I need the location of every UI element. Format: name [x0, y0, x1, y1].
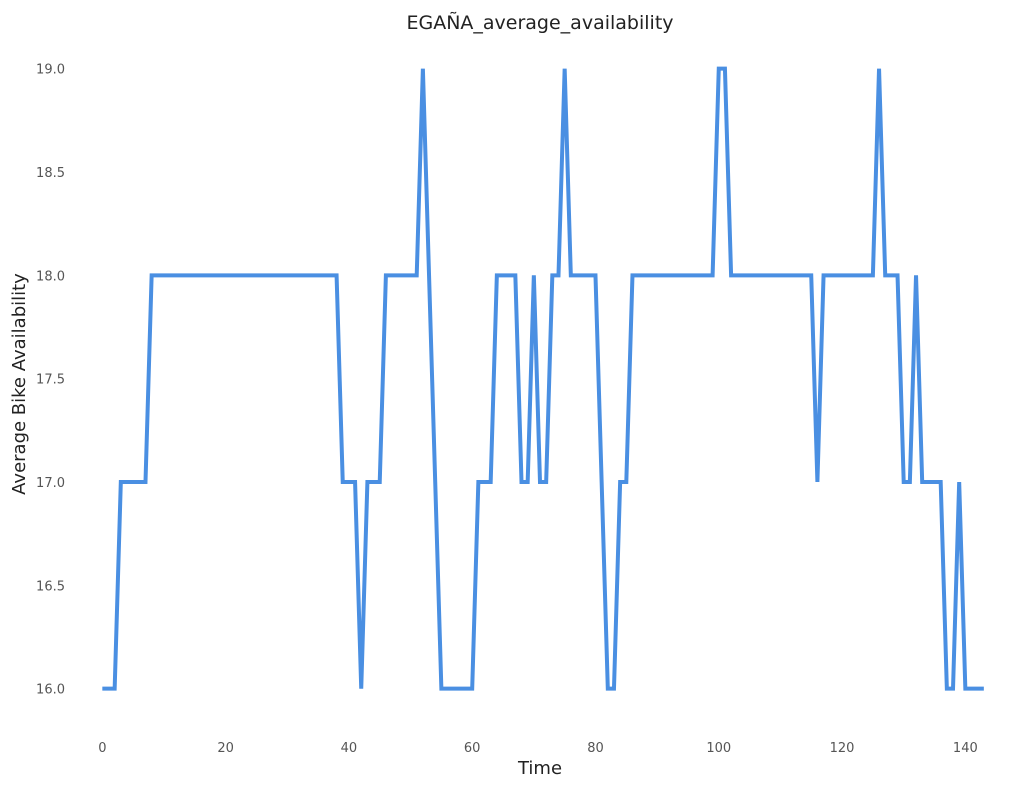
- x-axis-label: Time: [517, 758, 562, 779]
- y-tick-label: 18.0: [36, 269, 65, 284]
- x-tick-label: 120: [830, 741, 855, 756]
- series-line: [102, 66, 984, 691]
- y-axis-label: Average Bike Availability: [9, 273, 30, 495]
- x-tick-label: 100: [706, 741, 731, 756]
- plot-area: [102, 66, 984, 691]
- x-tick-label: 0: [98, 741, 106, 756]
- y-tick-label: 16.5: [36, 579, 65, 594]
- y-tick-label: 17.0: [36, 476, 65, 491]
- y-tick-label: 18.5: [36, 166, 65, 181]
- x-tick-label: 20: [217, 741, 234, 756]
- y-tick-label: 17.5: [36, 373, 65, 388]
- x-tick-label: 140: [953, 741, 978, 756]
- y-tick-label: 16.0: [36, 683, 65, 698]
- chart-title: EGAÑA_average_availability: [406, 11, 673, 34]
- y-tick-label: 19.0: [36, 63, 65, 78]
- x-tick-label: 60: [464, 741, 481, 756]
- x-tick-label: 80: [587, 741, 604, 756]
- x-tick-label: 40: [341, 741, 358, 756]
- x-axis: 0 20 40 60 80 100 120 140: [98, 741, 978, 756]
- y-axis: 16.0 16.5 17.0 17.5 18.0 18.5 19.0: [36, 63, 65, 698]
